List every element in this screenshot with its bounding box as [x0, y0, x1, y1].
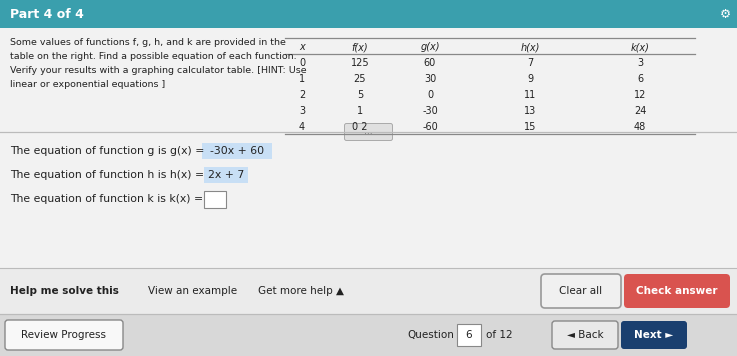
Text: 60: 60 — [424, 58, 436, 68]
FancyBboxPatch shape — [541, 274, 621, 308]
Text: 6: 6 — [637, 74, 643, 84]
Text: Check answer: Check answer — [636, 286, 718, 296]
Text: ⚙: ⚙ — [719, 7, 730, 21]
Text: Some values of functions f, g, h, and k are provided in the: Some values of functions f, g, h, and k … — [10, 38, 286, 47]
Text: 0: 0 — [427, 90, 433, 100]
Text: The equation of function k is k(x) =: The equation of function k is k(x) = — [10, 194, 206, 204]
Text: -60: -60 — [422, 122, 438, 132]
Text: 125: 125 — [351, 58, 369, 68]
Text: 12: 12 — [634, 90, 646, 100]
Text: The equation of function h is h(x) =: The equation of function h is h(x) = — [10, 170, 208, 180]
Text: 1: 1 — [299, 74, 305, 84]
Text: 3: 3 — [637, 58, 643, 68]
FancyBboxPatch shape — [204, 190, 226, 208]
Text: Part 4 of 4: Part 4 of 4 — [10, 7, 84, 21]
Text: View an example: View an example — [148, 286, 237, 296]
FancyBboxPatch shape — [552, 321, 618, 349]
Text: Verify your results with a graphing calculator table. [HINT: Use: Verify your results with a graphing calc… — [10, 66, 307, 75]
FancyBboxPatch shape — [5, 320, 123, 350]
Text: 25: 25 — [354, 74, 366, 84]
Text: g(x): g(x) — [420, 42, 440, 52]
Text: 11: 11 — [524, 90, 536, 100]
Text: 0: 0 — [299, 58, 305, 68]
Text: Clear all: Clear all — [559, 286, 603, 296]
Text: -30: -30 — [422, 106, 438, 116]
Text: of 12: of 12 — [486, 330, 513, 340]
Text: Get more help ▲: Get more help ▲ — [258, 286, 344, 296]
Text: 4: 4 — [299, 122, 305, 132]
Text: 5: 5 — [357, 90, 363, 100]
FancyBboxPatch shape — [202, 143, 272, 159]
Text: k(x): k(x) — [631, 42, 649, 52]
Text: h(x): h(x) — [520, 42, 539, 52]
Text: ...: ... — [364, 127, 373, 136]
Text: Next ►: Next ► — [635, 330, 674, 340]
FancyBboxPatch shape — [0, 28, 737, 272]
Text: 48: 48 — [634, 122, 646, 132]
Text: ◄ Back: ◄ Back — [567, 330, 604, 340]
Text: table on the right. Find a possible equation of each function.: table on the right. Find a possible equa… — [10, 52, 296, 61]
Text: Help me solve this: Help me solve this — [10, 286, 119, 296]
Text: 7: 7 — [527, 58, 533, 68]
FancyBboxPatch shape — [0, 314, 737, 356]
Text: -30x + 60: -30x + 60 — [210, 146, 264, 156]
Text: 30: 30 — [424, 74, 436, 84]
Text: x: x — [299, 42, 305, 52]
FancyBboxPatch shape — [0, 0, 737, 28]
FancyBboxPatch shape — [344, 124, 393, 141]
Text: Review Progress: Review Progress — [21, 330, 107, 340]
FancyBboxPatch shape — [457, 324, 481, 346]
Text: linear or exponential equations ]: linear or exponential equations ] — [10, 80, 165, 89]
Text: 15: 15 — [524, 122, 537, 132]
Text: 9: 9 — [527, 74, 533, 84]
Text: 13: 13 — [524, 106, 536, 116]
Text: f(x): f(x) — [352, 42, 368, 52]
FancyBboxPatch shape — [0, 268, 737, 314]
Text: 6: 6 — [466, 330, 472, 340]
FancyBboxPatch shape — [624, 274, 730, 308]
FancyBboxPatch shape — [621, 321, 687, 349]
Text: The equation of function g is g(x) =: The equation of function g is g(x) = — [10, 146, 208, 156]
Text: 2: 2 — [299, 90, 305, 100]
Text: 3: 3 — [299, 106, 305, 116]
Text: 2x + 7: 2x + 7 — [208, 170, 244, 180]
Text: 24: 24 — [634, 106, 646, 116]
Text: 0 2: 0 2 — [352, 122, 368, 132]
Text: 1: 1 — [357, 106, 363, 116]
Text: Question: Question — [407, 330, 454, 340]
FancyBboxPatch shape — [204, 167, 248, 183]
